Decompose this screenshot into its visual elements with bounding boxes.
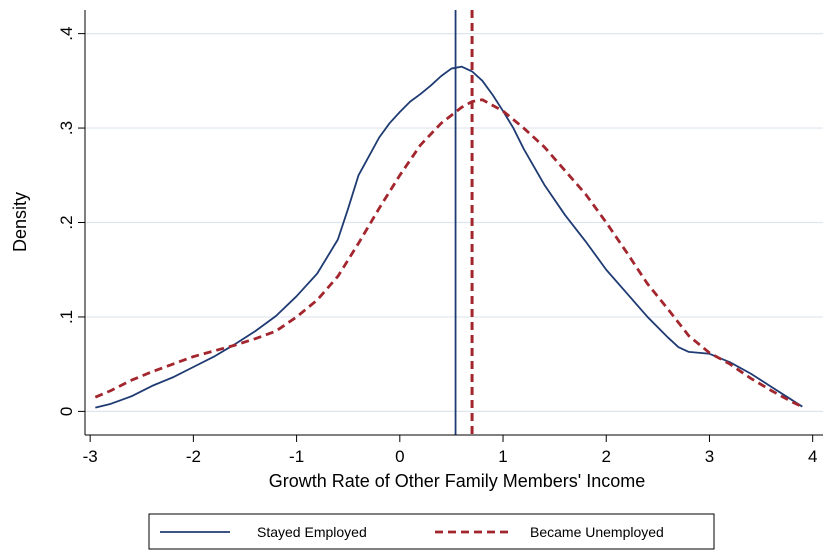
y-axis-title: Density: [10, 192, 30, 252]
x-tick-label: 1: [498, 447, 507, 466]
x-tick-label: -2: [186, 447, 201, 466]
x-axis-title: Growth Rate of Other Family Members' Inc…: [269, 471, 646, 491]
gridlines: [85, 33, 823, 412]
x-tick-label: 3: [705, 447, 714, 466]
y-tick-label: 0: [57, 407, 76, 416]
y-tick-label: .2: [57, 215, 76, 229]
y-axis-ticks: 0 .1 .2 .3 .4: [57, 27, 85, 416]
x-axis-ticks: -3 -2 -1 0 1 2 3 4: [83, 435, 817, 466]
x-tick-label: -1: [289, 447, 304, 466]
series-line-became-unemployed: [94, 98, 803, 408]
x-tick-label: 0: [395, 447, 404, 466]
legend-label-became-unemployed: Became Unemployed: [530, 524, 664, 540]
y-tick-label: .4: [57, 27, 76, 41]
legend-box: [148, 513, 715, 550]
x-tick-label: 4: [808, 447, 817, 466]
mean-lines: [454, 10, 474, 435]
x-tick-label: 2: [602, 447, 611, 466]
legend-label-stayed-employed: Stayed Employed: [257, 524, 367, 540]
series-line-stayed-employed: [95, 65, 803, 409]
y-tick-label: .1: [57, 310, 76, 324]
x-tick-label: -3: [83, 447, 98, 466]
series-lines: [94, 65, 803, 409]
legend: Stayed Employed Became Unemployed: [148, 513, 715, 550]
y-tick-label: .3: [57, 121, 76, 135]
